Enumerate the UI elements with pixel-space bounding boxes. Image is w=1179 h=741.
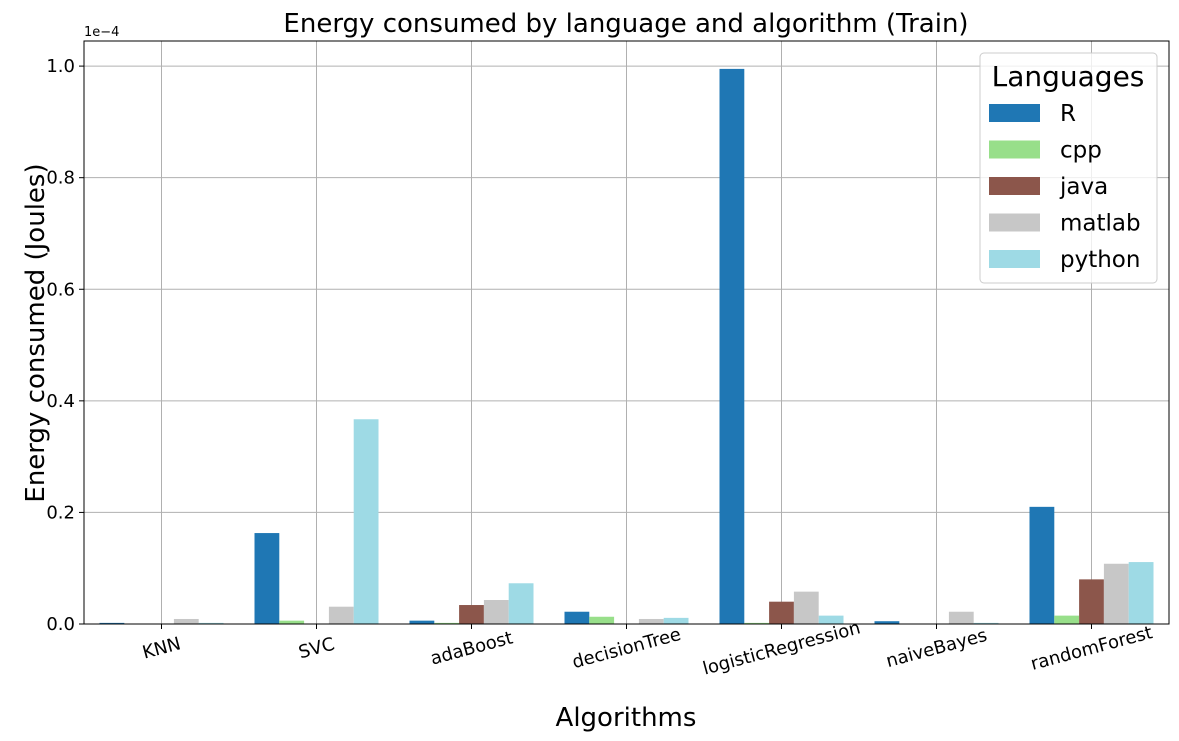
bar-matlab-randomForest — [1103, 563, 1129, 624]
legend-swatch-cpp — [989, 140, 1040, 159]
y-tick-label: 0.0 — [46, 614, 75, 635]
bars — [99, 68, 1154, 625]
bar-python-randomForest — [1128, 562, 1154, 624]
x-tick-label: KNN — [140, 633, 183, 663]
bar-java-adaBoost — [459, 605, 484, 624]
x-tick-label: decisionTree — [570, 624, 683, 673]
bar-matlab-adaBoost — [483, 600, 509, 624]
y-tick-label: 1.0 — [46, 56, 75, 77]
bar-matlab-KNN — [173, 618, 199, 624]
legend-swatch-python — [989, 250, 1040, 268]
x-tick-label: SVC — [296, 634, 337, 664]
x-tick-label: adaBoost — [428, 627, 515, 669]
bar-R-naiveBayes — [874, 621, 900, 624]
bar-python-adaBoost — [508, 583, 534, 624]
bar-java-logisticRegression — [769, 601, 794, 624]
bar-matlab-naiveBayes — [948, 611, 974, 624]
bar-R-decisionTree — [564, 611, 590, 624]
legend-label-R: R — [1060, 101, 1076, 127]
legend-swatch-matlab — [989, 213, 1040, 232]
legend-label-python: python — [1060, 247, 1140, 273]
legend-label-matlab: matlab — [1060, 211, 1141, 237]
y-tick-label: 0.6 — [46, 279, 75, 300]
bar-python-KNN — [198, 622, 224, 624]
bar-R-logisticRegression — [719, 68, 745, 625]
legend-label-cpp: cpp — [1060, 138, 1102, 164]
legend-swatch-java — [989, 177, 1040, 195]
bar-matlab-decisionTree — [638, 618, 664, 624]
bar-R-KNN — [99, 622, 125, 624]
bar-cpp-decisionTree — [589, 616, 615, 624]
bar-matlab-SVC — [328, 606, 354, 624]
bar-matlab-logisticRegression — [793, 591, 819, 624]
bar-python-naiveBayes — [973, 622, 999, 624]
bar-cpp-randomForest — [1054, 615, 1080, 624]
legend-swatch-R — [989, 104, 1040, 122]
x-axis-label: Algorithms — [556, 703, 697, 733]
y-tick-label: 0.8 — [46, 168, 75, 189]
bar-cpp-SVC — [279, 620, 305, 624]
bar-R-adaBoost — [409, 620, 435, 624]
legend-title: Languages — [992, 60, 1145, 93]
y-tick-label: 0.4 — [46, 391, 75, 412]
bar-python-logisticRegression — [818, 615, 844, 624]
y-axis-label: Energy consumed (Joules) — [21, 163, 51, 502]
x-ticks: KNN SVC adaBoost decisionTree logisticRegres… — [140, 617, 1155, 679]
x-tick-label: randomForest — [1029, 622, 1155, 675]
bar-python-SVC — [353, 419, 379, 624]
grid-lines — [84, 41, 1169, 625]
bar-cpp-logisticRegression — [744, 622, 770, 624]
bar-java-randomForest — [1079, 579, 1104, 624]
bar-R-SVC — [254, 533, 280, 624]
bar-python-decisionTree — [663, 617, 689, 624]
bar-cpp-adaBoost — [434, 622, 460, 624]
y-tick-label: 0.2 — [46, 502, 75, 523]
x-tick-label: naiveBayes — [884, 625, 990, 672]
y-ticks: 0.0 0.2 0.4 0.6 0.8 1.0 — [46, 56, 84, 635]
bar-R-randomForest — [1029, 506, 1055, 624]
chart-title: Energy consumed by language and algorith… — [283, 9, 968, 39]
legend-label-java: java — [1059, 174, 1108, 200]
y-exponent-label: 1e−4 — [84, 25, 119, 40]
